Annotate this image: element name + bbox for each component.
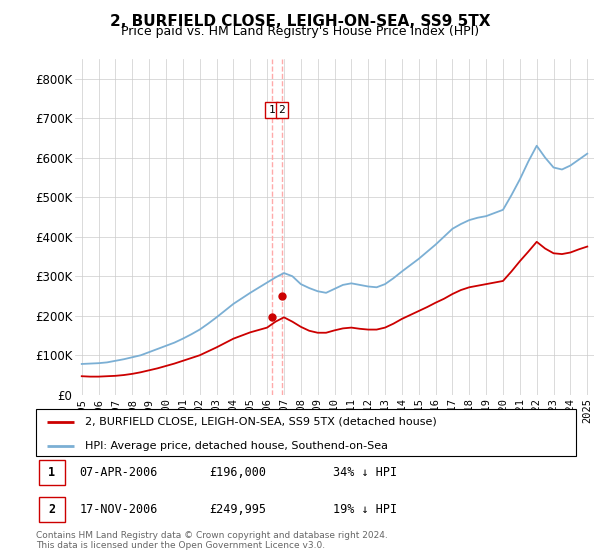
- Text: 2, BURFIELD CLOSE, LEIGH-ON-SEA, SS9 5TX (detached house): 2, BURFIELD CLOSE, LEIGH-ON-SEA, SS9 5TX…: [85, 417, 436, 427]
- FancyBboxPatch shape: [39, 497, 65, 521]
- Text: Contains HM Land Registry data © Crown copyright and database right 2024.
This d: Contains HM Land Registry data © Crown c…: [36, 531, 388, 550]
- Text: 17-NOV-2006: 17-NOV-2006: [79, 502, 158, 516]
- Text: 2, BURFIELD CLOSE, LEIGH-ON-SEA, SS9 5TX: 2, BURFIELD CLOSE, LEIGH-ON-SEA, SS9 5TX: [110, 14, 490, 29]
- Text: 34% ↓ HPI: 34% ↓ HPI: [333, 465, 397, 479]
- Text: 1: 1: [268, 105, 275, 115]
- Text: 19% ↓ HPI: 19% ↓ HPI: [333, 502, 397, 516]
- Text: 2: 2: [278, 105, 286, 115]
- FancyBboxPatch shape: [39, 460, 65, 484]
- Text: HPI: Average price, detached house, Southend-on-Sea: HPI: Average price, detached house, Sout…: [85, 441, 388, 451]
- Text: 07-APR-2006: 07-APR-2006: [79, 465, 158, 479]
- Text: Price paid vs. HM Land Registry's House Price Index (HPI): Price paid vs. HM Land Registry's House …: [121, 25, 479, 38]
- Text: 1: 1: [48, 465, 55, 479]
- Text: £196,000: £196,000: [209, 465, 266, 479]
- FancyBboxPatch shape: [36, 409, 576, 456]
- Text: 2: 2: [48, 502, 55, 516]
- Text: £249,995: £249,995: [209, 502, 266, 516]
